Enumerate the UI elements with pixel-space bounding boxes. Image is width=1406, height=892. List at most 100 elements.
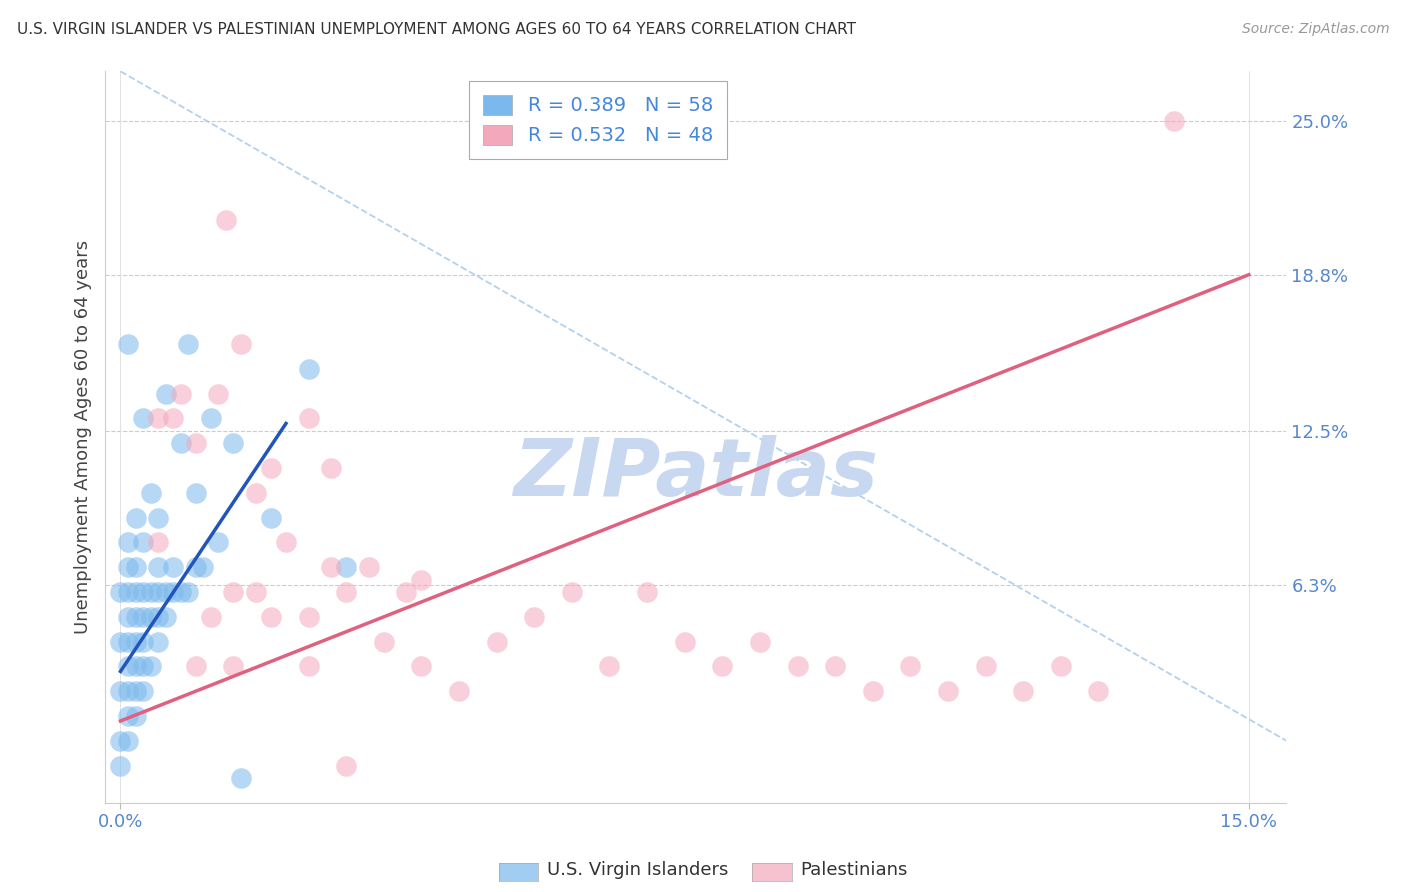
Point: [139, 610, 162, 624]
Point: [297, 610, 319, 624]
Point: [245, 486, 267, 500]
Point: [207, 386, 229, 401]
Point: [321, 560, 343, 574]
Point: [155, 585, 177, 599]
Point: [124, 659, 146, 673]
Point: [177, 585, 200, 599]
Point: [117, 585, 139, 599]
Point: [132, 610, 155, 624]
Point: [1049, 659, 1071, 673]
Point: [162, 411, 184, 425]
Point: [1012, 684, 1035, 698]
Point: [117, 337, 139, 351]
Point: [117, 610, 139, 624]
Legend: R = 0.389   N = 58, R = 0.532   N = 48: R = 0.389 N = 58, R = 0.532 N = 48: [470, 81, 727, 159]
Point: [357, 560, 380, 574]
Point: [117, 659, 139, 673]
Point: [117, 734, 139, 748]
Point: [200, 411, 222, 425]
Point: [155, 610, 177, 624]
Point: [124, 684, 146, 698]
Point: [335, 560, 357, 574]
Point: [184, 560, 207, 574]
Point: [170, 386, 193, 401]
Point: [184, 436, 207, 450]
Point: [297, 411, 319, 425]
Point: [146, 610, 169, 624]
Y-axis label: Unemployment Among Ages 60 to 64 years: Unemployment Among Ages 60 to 64 years: [73, 240, 91, 634]
Point: [1087, 684, 1109, 698]
Point: [1163, 114, 1185, 128]
Point: [297, 659, 319, 673]
Point: [636, 585, 658, 599]
Point: [447, 684, 470, 698]
Point: [673, 634, 696, 648]
Point: [260, 510, 283, 524]
Point: [395, 585, 418, 599]
Text: U.S. Virgin Islanders: U.S. Virgin Islanders: [547, 861, 728, 879]
Point: [936, 684, 959, 698]
Point: [335, 585, 357, 599]
Point: [200, 610, 222, 624]
Point: [297, 362, 319, 376]
Point: [132, 684, 155, 698]
Point: [222, 436, 245, 450]
Point: [117, 535, 139, 549]
Point: [132, 659, 155, 673]
Point: [974, 659, 997, 673]
Point: [222, 659, 245, 673]
Point: [155, 386, 177, 401]
Point: [110, 684, 132, 698]
Point: [132, 535, 155, 549]
Point: [561, 585, 583, 599]
Text: Source: ZipAtlas.com: Source: ZipAtlas.com: [1241, 22, 1389, 37]
Point: [146, 560, 169, 574]
Point: [117, 560, 139, 574]
Point: [373, 634, 395, 648]
Point: [110, 634, 132, 648]
Point: [170, 436, 193, 450]
Point: [124, 585, 146, 599]
Point: [523, 610, 546, 624]
Point: [260, 461, 283, 475]
Point: [260, 610, 283, 624]
Point: [411, 573, 433, 587]
Point: [411, 659, 433, 673]
Text: U.S. VIRGIN ISLANDER VS PALESTINIAN UNEMPLOYMENT AMONG AGES 60 TO 64 YEARS CORRE: U.S. VIRGIN ISLANDER VS PALESTINIAN UNEM…: [17, 22, 856, 37]
Point: [862, 684, 884, 698]
Point: [711, 659, 734, 673]
Point: [132, 634, 155, 648]
Point: [229, 771, 252, 785]
Point: [146, 535, 169, 549]
Point: [786, 659, 808, 673]
Point: [124, 634, 146, 648]
Text: ZIPatlas: ZIPatlas: [513, 434, 879, 513]
Point: [598, 659, 620, 673]
Point: [146, 411, 169, 425]
Point: [139, 486, 162, 500]
Point: [139, 659, 162, 673]
Point: [245, 585, 267, 599]
Point: [215, 213, 238, 227]
Point: [170, 585, 193, 599]
Point: [335, 758, 357, 772]
Point: [207, 535, 229, 549]
Point: [124, 510, 146, 524]
Point: [146, 585, 169, 599]
Point: [110, 585, 132, 599]
Point: [222, 585, 245, 599]
Point: [193, 560, 215, 574]
Point: [110, 758, 132, 772]
Point: [124, 610, 146, 624]
Point: [898, 659, 921, 673]
Point: [124, 560, 146, 574]
Point: [274, 535, 297, 549]
Point: [184, 486, 207, 500]
Text: Palestinians: Palestinians: [800, 861, 907, 879]
Point: [229, 337, 252, 351]
Point: [117, 684, 139, 698]
Point: [321, 461, 343, 475]
Point: [117, 634, 139, 648]
Point: [177, 337, 200, 351]
Point: [124, 709, 146, 723]
